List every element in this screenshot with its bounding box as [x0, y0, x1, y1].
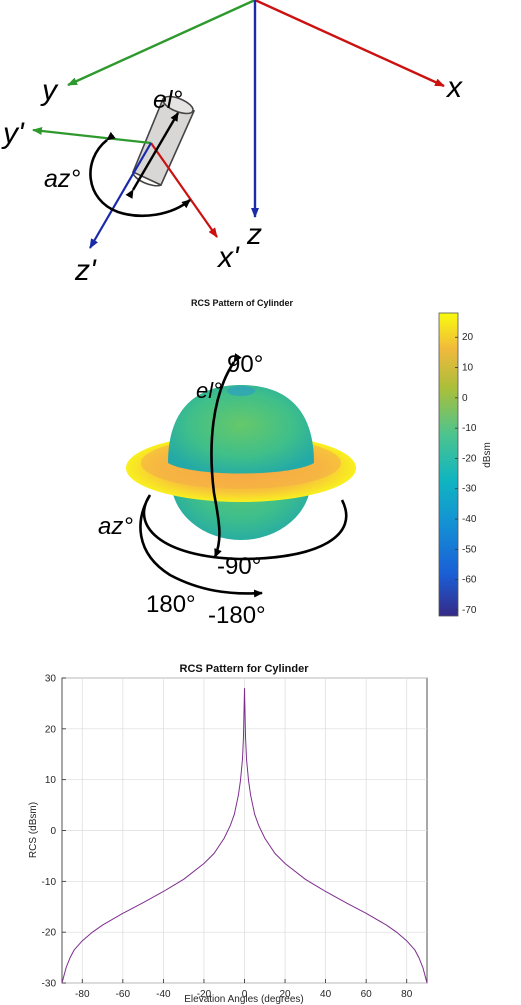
az-right-label: -180° — [208, 602, 266, 629]
y-tick-label: -30 — [42, 979, 57, 990]
x-tick-label: -20 — [197, 989, 212, 1000]
x-tick-label: -60 — [116, 989, 131, 1000]
x-tick-label: 60 — [361, 989, 373, 1000]
az-arc-arrow — [89, 131, 191, 218]
el-label-3d: el° — [196, 378, 222, 403]
y-tick-label: 20 — [45, 724, 57, 735]
x-axis-label: x — [445, 71, 463, 104]
series-line — [61, 688, 428, 984]
y-tick-label: -10 — [42, 877, 57, 888]
colorbar-tick-label: 0 — [462, 393, 468, 404]
y-prime-axis-arrow — [32, 127, 152, 145]
x-tick-label: 80 — [401, 989, 413, 1000]
az-arc-arrow-3d — [139, 494, 348, 593]
pattern-3d-title: RCS Pattern of Cylinder — [191, 298, 294, 308]
pattern-upper-lobe — [168, 385, 314, 474]
x-tick-label: -80 — [75, 989, 90, 1000]
colorbar-tick-label: -20 — [462, 453, 477, 464]
colorbar-tick-label: -60 — [462, 575, 477, 586]
colorbar-tick-label: -30 — [462, 484, 477, 495]
colorbar-tick-label: -10 — [462, 423, 477, 434]
x-tick-label: -40 — [156, 989, 171, 1000]
x-tick-label: 40 — [320, 989, 332, 1000]
el-top-label: 90° — [227, 351, 263, 378]
colorbar-label: dBsm — [482, 442, 493, 468]
colorbar — [438, 312, 459, 617]
colorbar-tick-label: 10 — [462, 363, 474, 374]
x-prime-axis-arrow — [150, 142, 218, 238]
axes-diagram: x y z x' y' z' el° az° — [1, 0, 463, 287]
y-axis-title: RCS (dBsm) — [28, 802, 39, 858]
el-label: el° — [153, 86, 182, 114]
el-arc-arrow — [210, 353, 242, 558]
axis-ticks: -80 -60 -40 -20 0 20 40 60 80 30 20 10 0 -10 -20 -30 — [42, 674, 413, 1001]
colorbar-tick-label: -70 — [462, 605, 477, 616]
rcs-3d-pattern: RCS Pattern of Cylinder 90° el° -90° az°… — [98, 298, 493, 629]
y-prime-label: y' — [1, 117, 25, 150]
x-axis-arrow — [254, 0, 445, 88]
y-axis-label: y — [40, 74, 59, 107]
z-prime-label: z' — [74, 254, 97, 287]
y-tick-label: -20 — [42, 928, 57, 939]
x-axis-title: Elevation Angles (degrees) — [184, 994, 304, 1005]
az-label-3d: az° — [98, 513, 133, 540]
x-tick-label: 20 — [279, 989, 291, 1000]
el-bottom-label: -90° — [217, 553, 261, 580]
y-tick-label: 30 — [45, 674, 57, 685]
y-tick-label: 0 — [50, 826, 56, 837]
x-tick-label: 0 — [242, 989, 248, 1000]
z-prime-axis-arrow — [89, 142, 152, 249]
colorbar-tick-label: -50 — [462, 544, 477, 555]
chart-title: RCS Pattern for Cylinder — [180, 663, 310, 675]
y-axis-arrow — [67, 0, 256, 87]
z-axis-label: z — [246, 218, 262, 251]
colorbar-tick-label: -40 — [462, 514, 477, 525]
rcs-line-chart: RCS Pattern for Cylinder -80 -60 -40 -20 0 20… — [28, 663, 428, 1005]
y-tick-label: 10 — [45, 775, 57, 786]
colorbar-ticks: 20 10 0 -10 -20 -30 -40 -50 -60 -70 — [455, 332, 477, 616]
x-prime-label: x' — [216, 241, 240, 274]
az-label: az° — [44, 165, 80, 193]
az-left-label: 180° — [146, 591, 196, 618]
colorbar-tick-label: 20 — [462, 332, 474, 343]
